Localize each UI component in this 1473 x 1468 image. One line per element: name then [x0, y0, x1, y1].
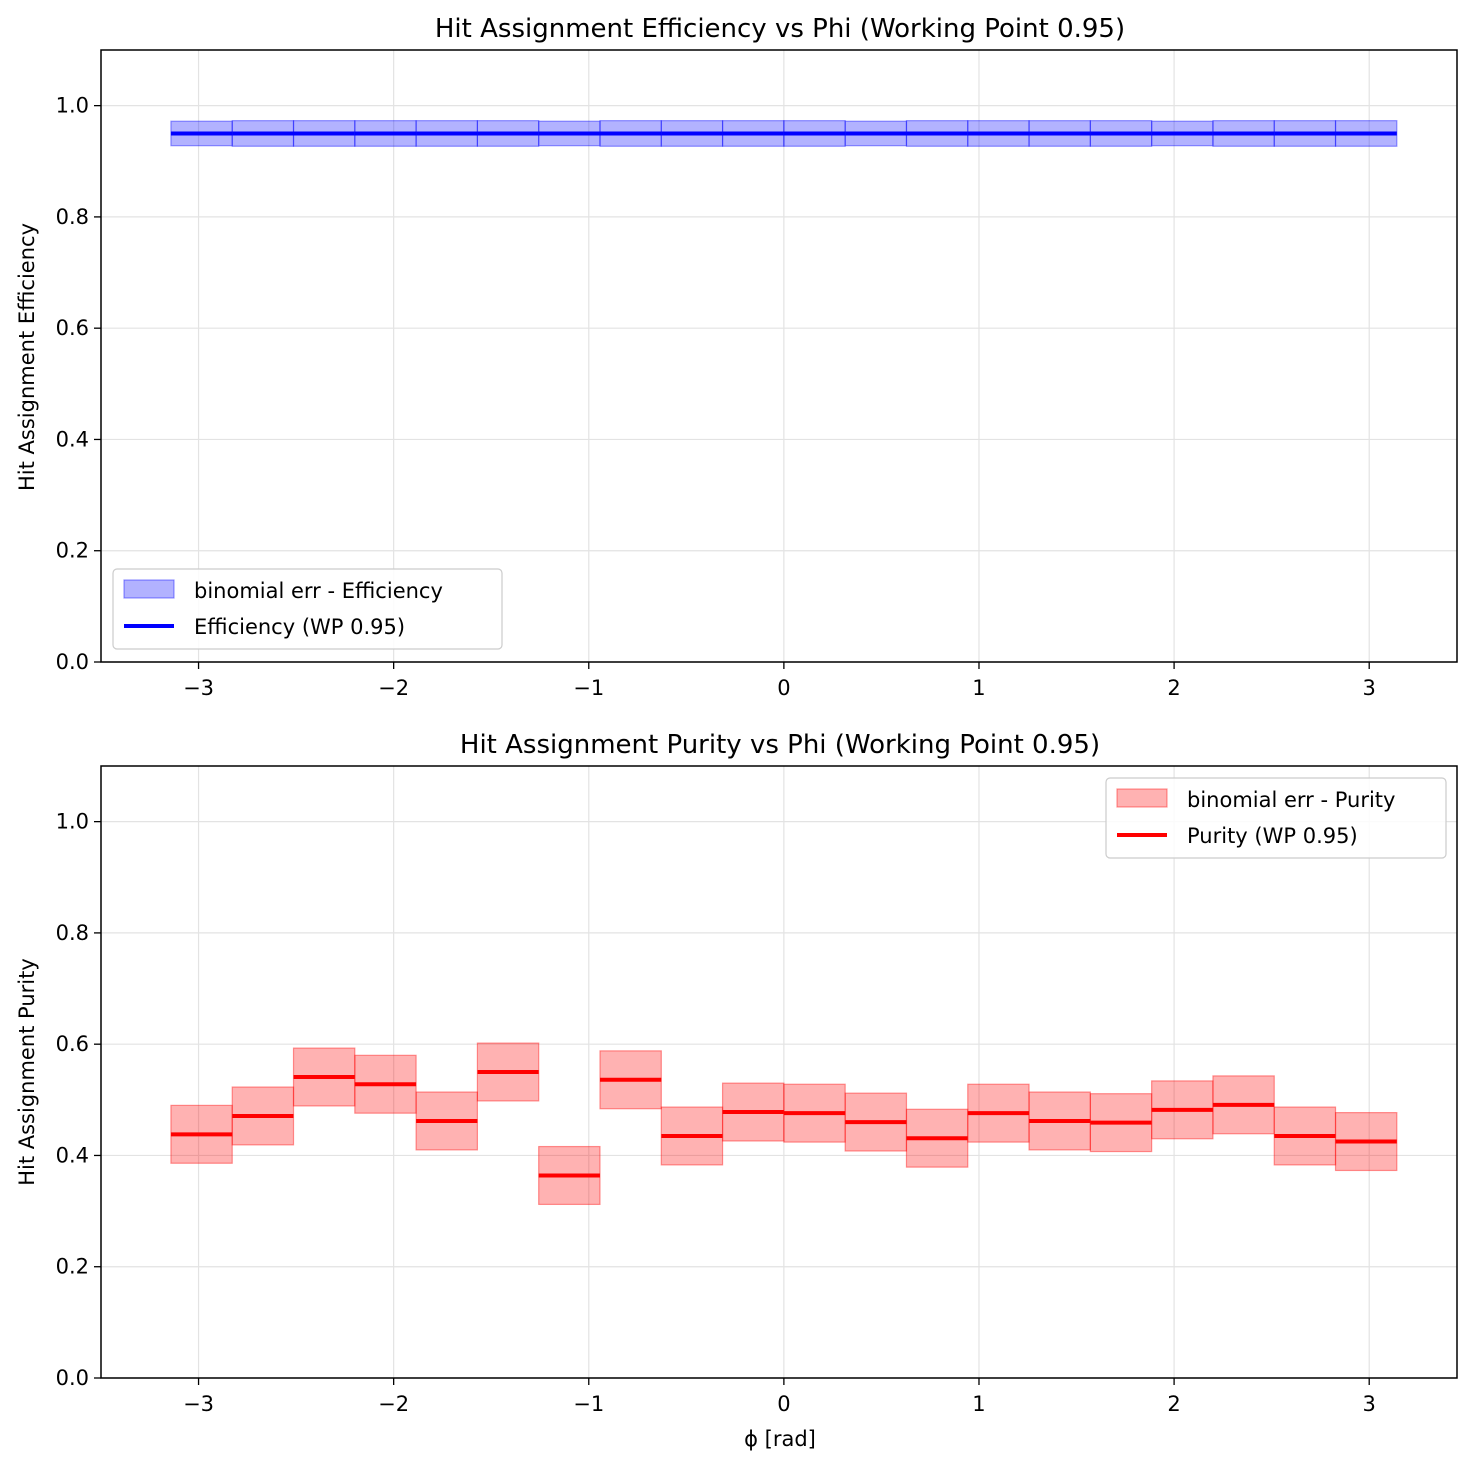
purity-y-tick-label-1: 0.2: [56, 1255, 89, 1279]
efficiency-x-tick-label-0: −3: [183, 676, 214, 700]
purity-x-tick-label-1: −2: [378, 1392, 409, 1416]
purity-y-axis-label: Hit Assignment Purity: [15, 958, 39, 1186]
efficiency-y-ticks: 0.0 0.2 0.4 0.6 0.8 1.0: [56, 94, 101, 674]
efficiency-x-ticks: −3 −2 −1 0 1 2 3: [183, 662, 1376, 700]
purity-y-tick-label-4: 0.8: [56, 921, 89, 945]
purity-y-ticks: 0.0 0.2 0.4 0.6 0.8 1.0: [56, 810, 101, 1390]
purity-legend: binomial err - Purity Purity (WP 0.95): [1105, 777, 1447, 859]
purity-chart-title: Hit Assignment Purity vs Phi (Working Po…: [460, 730, 1100, 760]
efficiency-y-tick-label-4: 0.8: [56, 205, 89, 229]
purity-y-tick-label-2: 0.4: [56, 1143, 89, 1167]
purity-y-tick-label-5: 1.0: [56, 810, 89, 834]
efficiency-chart-title: Hit Assignment Efficiency vs Phi (Workin…: [435, 14, 1125, 44]
efficiency-x-tick-label-5: 2: [1167, 676, 1180, 700]
purity-x-tick-label-5: 2: [1167, 1392, 1180, 1416]
efficiency-x-tick-label-3: 0: [777, 676, 790, 700]
purity-panel: Hit Assignment Purity vs Phi (Working Po…: [15, 730, 1458, 1451]
efficiency-legend-line-label: Efficiency (WP 0.95): [194, 615, 405, 639]
purity-x-tick-label-2: −1: [573, 1392, 604, 1416]
purity-x-axis-label: ϕ [rad]: [744, 1427, 816, 1451]
efficiency-y-tick-label-0: 0.0: [56, 650, 89, 674]
purity-legend-band-label: binomial err - Purity: [1187, 788, 1395, 812]
efficiency-y-tick-label-2: 0.4: [56, 427, 89, 451]
efficiency-y-axis-label: Hit Assignment Efficiency: [15, 223, 39, 491]
efficiency-x-tick-label-1: −2: [378, 676, 409, 700]
efficiency-x-tick-label-4: 1: [972, 676, 985, 700]
purity-x-tick-label-4: 1: [972, 1392, 985, 1416]
purity-legend-band-swatch: [1116, 788, 1168, 808]
purity-y-tick-label-3: 0.6: [56, 1032, 89, 1056]
efficiency-y-tick-label-1: 0.2: [56, 539, 89, 563]
purity-x-tick-label-3: 0: [777, 1392, 790, 1416]
purity-x-tick-label-0: −3: [183, 1392, 214, 1416]
efficiency-x-tick-label-6: 3: [1363, 676, 1376, 700]
efficiency-legend-band-swatch: [123, 579, 175, 599]
efficiency-y-tick-label-5: 1.0: [56, 94, 89, 118]
purity-x-tick-label-6: 3: [1363, 1392, 1376, 1416]
efficiency-y-tick-label-3: 0.6: [56, 316, 89, 340]
efficiency-legend-band-label: binomial err - Efficiency: [194, 579, 443, 603]
purity-legend-line-label: Purity (WP 0.95): [1187, 824, 1358, 848]
purity-line-segments: [170, 1070, 1397, 1178]
efficiency-panel: Hit Assignment Efficiency vs Phi (Workin…: [15, 14, 1458, 700]
purity-legend-box: [1105, 777, 1447, 859]
purity-y-tick-label-0: 0.0: [56, 1366, 89, 1390]
purity-plot-frame: [100, 765, 1458, 1379]
purity-x-ticks: −3 −2 −1 0 1 2 3: [183, 1378, 1376, 1416]
efficiency-x-tick-label-2: −1: [573, 676, 604, 700]
efficiency-legend: binomial err - Efficiency Efficiency (WP…: [112, 568, 503, 650]
efficiency-legend-box: [112, 568, 503, 650]
efficiency-plot-frame: [100, 49, 1458, 663]
